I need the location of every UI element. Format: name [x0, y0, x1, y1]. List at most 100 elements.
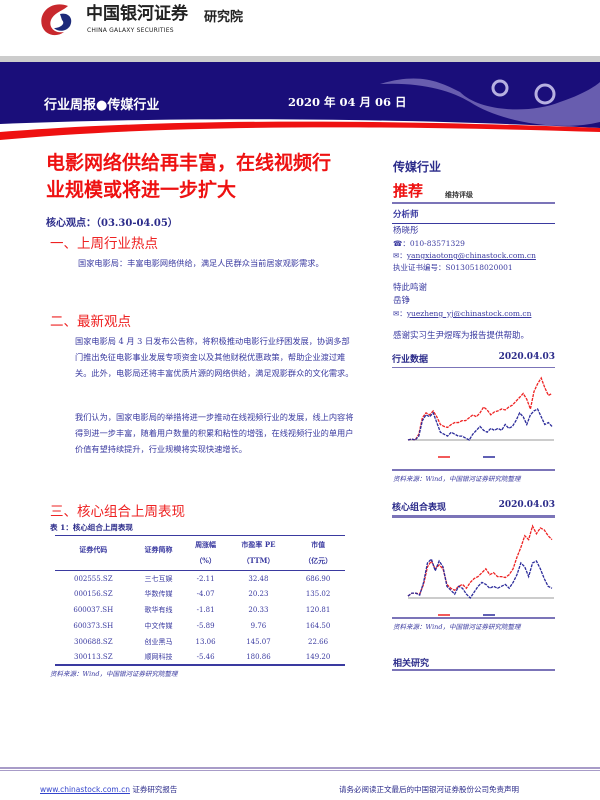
section-2-para-2: 我们认为，国家电影局的举措将进一步推动在线视频行业的发展，线上内容将得到进一步丰…	[75, 412, 354, 454]
table-header: 证券代码	[55, 536, 132, 571]
cloud-decoration	[0, 78, 600, 144]
institute-label: 研究院	[204, 10, 244, 25]
figure-2-date: 2020.04.03	[498, 500, 555, 510]
report-banner: 行业周报●传媒行业 2020 年 04 月 06 日	[0, 62, 600, 144]
footer-label: 证券研究报告	[129, 785, 178, 794]
intern-note: 感谢实习生尹煜晖为报告提供帮助。	[393, 331, 530, 341]
table-cell: 600373.SH	[73, 621, 114, 630]
figure-1-source: 资料来源：Wind，中国银河证券研究院整理	[393, 475, 521, 483]
table-row: 300113.SZ 顺网科技 -5.46 180.86 149.20	[55, 649, 345, 665]
table-cell: 120.81	[305, 605, 331, 614]
divider	[392, 516, 555, 518]
table-cell: -1.81	[196, 605, 215, 614]
analyst-email-link[interactable]: yangxiaotong@chinastock.com.cn	[406, 251, 536, 260]
table-cell: 145.07	[246, 637, 271, 646]
section-1-para: 国家电影局：丰富电影网络供给，满足人民群众当前居家观影需求。	[78, 258, 324, 268]
table-cell: -4.07	[196, 590, 215, 599]
figure-2-source: 资料来源：Wind，中国银河证券研究院整理	[393, 623, 521, 631]
table-cell: 164.50	[305, 621, 331, 630]
table-cell: 中文传媒	[144, 621, 173, 630]
header-unit: （亿元）	[304, 556, 333, 565]
footer-divider	[0, 770, 600, 771]
report-title: 电影网络供给再丰富，在线视频行业规模或将进一步扩大	[46, 152, 332, 201]
divider	[392, 202, 555, 204]
thanks-heading: 特此鸣谢	[393, 283, 428, 293]
table-cell: 三七互娱	[144, 574, 173, 583]
table-row: 002555.SZ 三七互娱 -2.11 32.48 686.90	[55, 571, 345, 587]
analyst-name: 杨晓彤	[393, 226, 419, 236]
table-cell: 20.23	[248, 590, 269, 599]
figure-1-header: 行业数据 2020.04.03	[392, 352, 555, 368]
email-icon: ✉：	[393, 309, 407, 318]
analyst-license: 执业证书编号：S0130518020001	[393, 263, 513, 272]
figure-1-date: 2020.04.03	[498, 352, 555, 362]
rating-note: 维持评级	[445, 190, 473, 199]
footer-disclaimer: 请务必阅读正文最后的中国银河证券股份公司免责声明	[339, 785, 519, 794]
table-cell: 歌华有线	[144, 605, 173, 614]
divider	[392, 223, 555, 224]
table-cell: -2.11	[196, 574, 215, 583]
thanks-name: 岳铮	[393, 296, 411, 306]
section-heading-3: 三、核心组合上周表现	[50, 504, 185, 520]
table-cell: 300688.SZ	[73, 637, 113, 646]
table-cell: 002555.SZ	[73, 574, 113, 583]
table-cell: 顺网科技	[144, 652, 173, 661]
table-row: 600037.SH 歌华有线 -1.81 20.33 120.81	[55, 602, 345, 618]
table-cell: 000156.SZ	[73, 590, 113, 599]
table-header: 周涨幅 （%）	[185, 536, 225, 571]
header-line: 市盈率 PE	[241, 540, 276, 549]
header-line: 证券代码	[79, 545, 108, 554]
table-cell: 686.90	[305, 574, 331, 583]
portfolio-table: 证券代码 证券简称 周涨幅 （%） 市盈率 PE （TTM） 市值 （亿元） 002555.S…	[55, 535, 345, 666]
table-cell: 创业黑马	[144, 637, 173, 646]
table-row: 600373.SH 中文传媒 -5.89 9.76 164.50	[55, 618, 345, 634]
table-header: 证券简称	[132, 536, 186, 571]
section-heading-1: 一、上周行业热点	[50, 236, 158, 252]
thanks-email-link[interactable]: yuezheng_yj@chinastock.com.cn	[406, 309, 532, 318]
table-caption: 表 1：核心组合上周表现	[50, 523, 133, 532]
figure-1-chart	[407, 376, 554, 458]
footer-divider	[0, 767, 600, 769]
related-research-heading: 相关研究	[393, 659, 430, 669]
table-cell: 9.76	[250, 621, 267, 630]
table-header: 市盈率 PE （TTM）	[226, 536, 291, 571]
rating-value: 推荐	[393, 182, 424, 200]
table-cell: 13.06	[195, 637, 216, 646]
table-cell: 22.66	[308, 637, 329, 646]
company-logo	[41, 4, 72, 36]
brand-name-en: CHINA GALAXY SECURITIES	[87, 27, 174, 34]
divider	[392, 669, 555, 671]
figure-1-title: 行业数据	[392, 355, 429, 365]
divider	[392, 617, 555, 619]
section-2-para-1: 国家电影局 4 月 3 日发布公告称，将积极推动电影行业纾困发展，协调多部门推出…	[75, 336, 354, 378]
footer-left: www.chinastock.com.cn 证券研究报告	[40, 784, 177, 795]
report-date: 2020 年 04 月 06 日	[288, 95, 407, 109]
header-line: 周涨幅	[195, 540, 217, 549]
table-row: 300688.SZ 创业黑马 13.06 145.07 22.66	[55, 634, 345, 650]
series-line	[407, 557, 553, 600]
table-source: 资料来源：Wind，中国银河证券研究院整理	[50, 670, 178, 678]
figure-2-header: 核心组合表现 2020.04.03	[392, 500, 555, 516]
table-cell: -5.46	[196, 652, 215, 661]
thanks-email-row: ✉：yuezheng_yj@chinastock.com.cn	[393, 308, 531, 319]
header-unit: （%）	[195, 556, 216, 565]
core-view-label: 核心观点：（03.30-04.05）	[46, 218, 178, 229]
table-cell: 华数传媒	[144, 590, 173, 599]
analyst-email-row: ✉：yangxiaotong@chinastock.com.cn	[393, 250, 536, 261]
table-cell: 600037.SH	[73, 605, 114, 614]
email-icon: ✉：	[393, 251, 407, 260]
website-link[interactable]: www.chinastock.com.cn	[40, 785, 130, 794]
series-line	[407, 376, 553, 441]
header-line: 市值	[311, 540, 326, 549]
table-cell: 135.02	[305, 590, 331, 599]
rating-sector: 传媒行业	[393, 160, 442, 174]
series-line	[407, 408, 553, 441]
table-cell: 180.86	[246, 652, 271, 661]
brand-name-cn: 中国银河证券	[86, 4, 188, 24]
section-heading-2: 二、最新观点	[50, 314, 131, 330]
table-cell: 149.20	[305, 652, 331, 661]
table-cell: 300113.SZ	[73, 652, 113, 661]
analyst-phone: ☎：010-83571329	[393, 239, 465, 248]
header-unit: （TTM）	[242, 556, 275, 565]
report-type: 行业周报●传媒行业	[44, 98, 160, 113]
